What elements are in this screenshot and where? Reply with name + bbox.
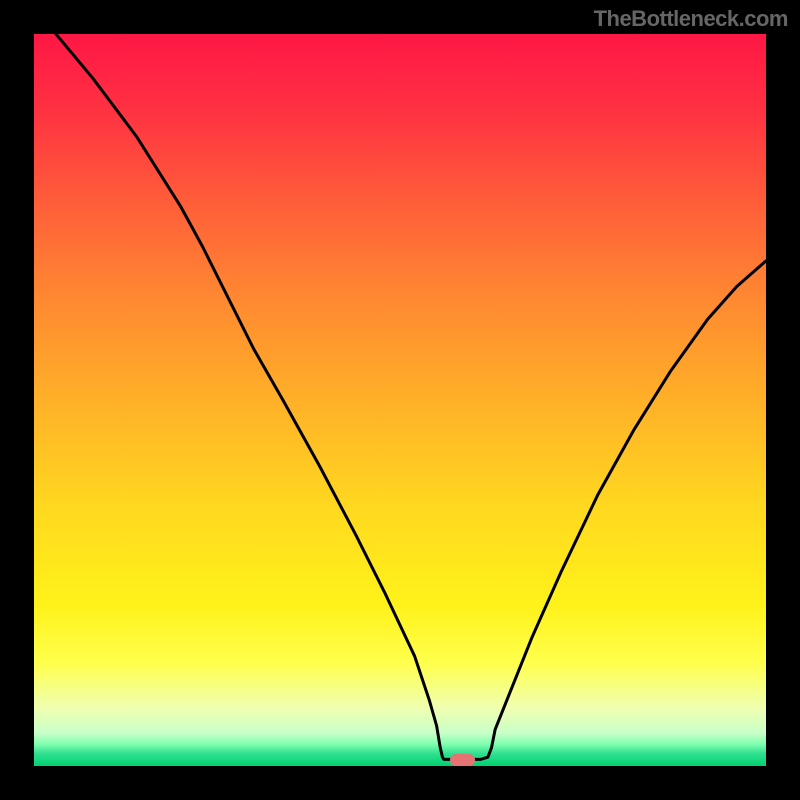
chart-plot-area [34, 34, 766, 766]
optimum-marker [450, 754, 475, 766]
watermark-text: TheBottleneck.com [594, 6, 788, 32]
bottleneck-curve [34, 34, 766, 766]
